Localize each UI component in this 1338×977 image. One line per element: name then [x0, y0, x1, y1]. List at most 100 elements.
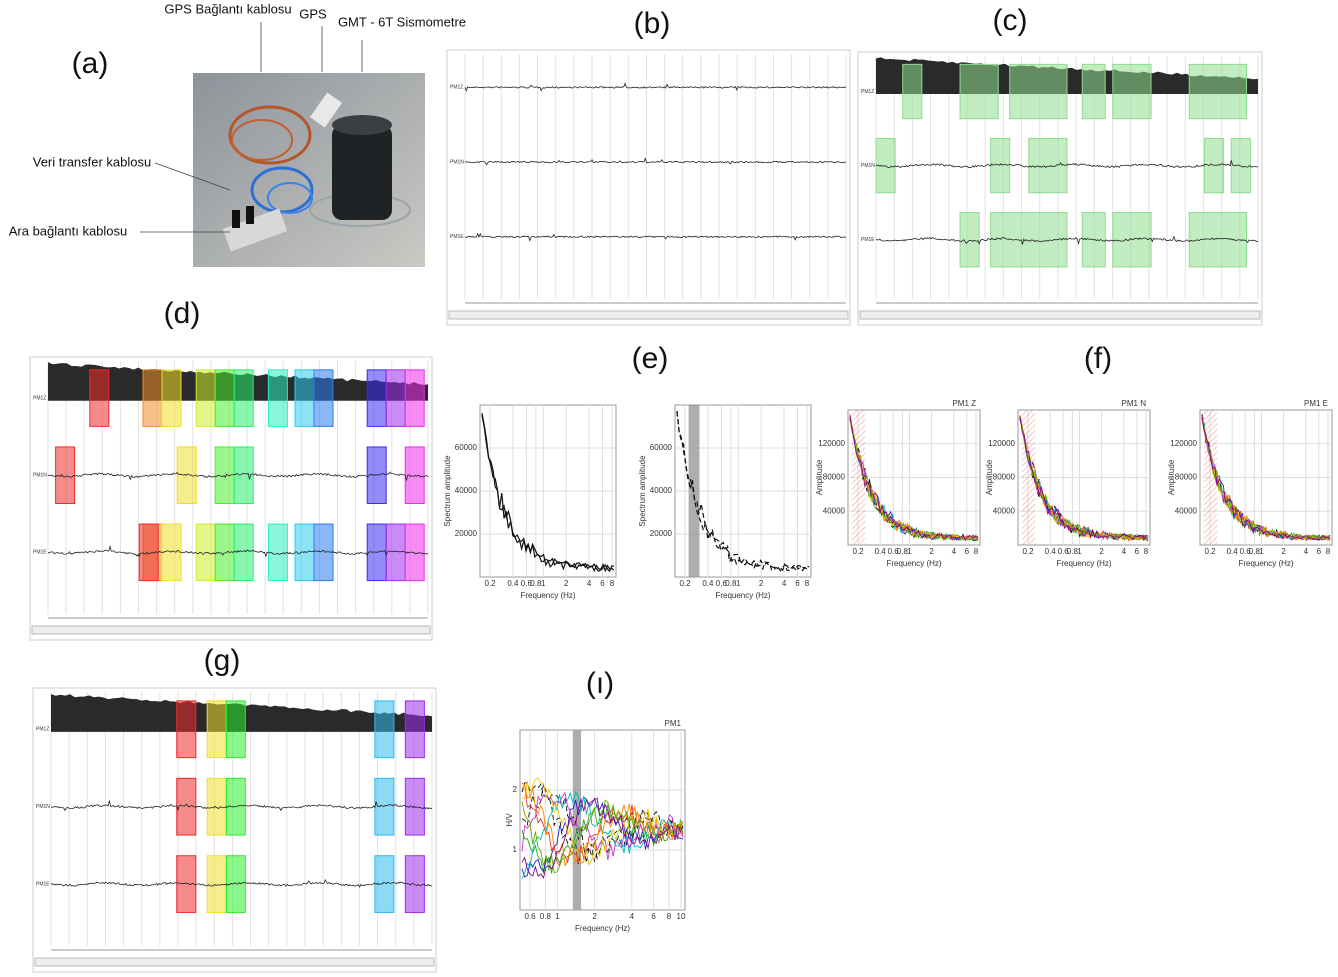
time-window [267, 369, 288, 427]
panel-label: (ı) [586, 667, 614, 700]
x-tick-label: 8 [1144, 547, 1149, 556]
spectrum-plot: 0.2 0.4 0.60.8 1 2 4 6 8 120000 80000 40000 Frequen… [815, 399, 981, 568]
time-window [225, 700, 246, 759]
x-tick-label: 6 [795, 579, 800, 588]
time-window [233, 369, 254, 427]
plot-title: PM1 N [1122, 399, 1147, 408]
time-window [385, 369, 406, 427]
x-tick-label: 2 [759, 579, 764, 588]
x-tick-label: 8 [1326, 547, 1331, 556]
excluded-band [572, 730, 582, 910]
time-window [176, 855, 197, 913]
y-tick-label: 40000 [455, 486, 478, 495]
y-tick-label: 80000 [993, 473, 1016, 482]
trace [464, 232, 847, 242]
x-tick-label: 8 [974, 547, 979, 556]
x-tick-label: 2 [564, 579, 569, 588]
time-window [313, 369, 334, 427]
channel-label: PM1Z [861, 89, 874, 95]
time-window [959, 63, 999, 120]
x-tick-label: 2 [592, 912, 597, 921]
scrollbar [34, 957, 435, 967]
spectrum-curve [1019, 416, 1149, 541]
x-tick-label: 0.6 [1240, 547, 1252, 556]
x-tick-label: 4 [1304, 547, 1309, 556]
trace [464, 157, 847, 166]
trace [47, 471, 429, 482]
photo [193, 73, 425, 267]
x-tick-label: 2 [1281, 547, 1286, 556]
x-tick-label: 8 [610, 579, 615, 588]
x-tick-label: 0.6 [521, 579, 533, 588]
x-tick-label: 0.8 [1249, 547, 1261, 556]
channel-label: PM1E [33, 550, 47, 556]
x-tick-label: 0.4 [1045, 547, 1057, 556]
time-window [1230, 137, 1251, 194]
x-axis-label: Frequency (Hz) [886, 559, 941, 568]
spectrum-plot: 0.2 0.4 0.60.8 1 2 4 6 8 60000 40000 20000 Frequenc… [443, 404, 617, 600]
spectrum-plot: 0.2 0.4 0.60.8 1 2 4 6 8 60000 40000 20000 Frequenc… [638, 404, 812, 600]
x-tick-label: 1 [736, 579, 741, 588]
channel-label: PM1N [36, 804, 50, 810]
time-window [366, 446, 387, 504]
x-tick-label: 10 [677, 912, 686, 921]
time-window [385, 523, 406, 582]
x-tick-label: 1 [541, 579, 546, 588]
y-tick-label: 60000 [650, 443, 673, 452]
y-tick-label: 120000 [1170, 439, 1197, 448]
spectrum-curve [521, 796, 684, 878]
trace [464, 82, 847, 92]
x-tick-label: 6 [965, 547, 970, 556]
time-window [1188, 63, 1248, 120]
y-tick-label: 120000 [818, 439, 845, 448]
y-axis-label: H/V [505, 813, 514, 827]
time-window [195, 369, 216, 427]
spectrum-curve [676, 411, 810, 572]
photo-pointers [140, 22, 363, 233]
spectrum-curve [521, 782, 684, 865]
x-tick-label: 4 [782, 579, 787, 588]
x-tick-label: 4 [952, 547, 957, 556]
time-window [902, 63, 923, 120]
spectrum-curve [849, 416, 979, 541]
x-axis-label: Frequency (Hz) [1056, 559, 1111, 568]
trace [50, 878, 433, 888]
y-tick-label: 40000 [1175, 506, 1198, 515]
time-window [1112, 63, 1152, 120]
x-tick-label: 0.2 [484, 579, 496, 588]
time-window [206, 700, 227, 759]
x-tick-label: 4 [630, 912, 635, 921]
spectrum-curve [481, 415, 615, 573]
time-window [233, 523, 254, 582]
record-panel: PM1Z PM1N PM1E [446, 49, 851, 326]
record-panel: PM1Z PM1N PM1E [29, 356, 433, 641]
y-axis-label: Spectrum amplitude [638, 455, 647, 527]
x-tick-label: 0.8 [1067, 547, 1079, 556]
y-tick-label: 20000 [455, 529, 478, 538]
x-tick-label: 4 [1122, 547, 1127, 556]
x-tick-label: 4 [587, 579, 592, 588]
time-window [404, 700, 425, 759]
channel-label: PM1N [861, 163, 875, 169]
x-tick-label: 8 [667, 912, 672, 921]
record-panel: PM1Z PM1N PM1E [857, 51, 1263, 326]
y-tick-label: 40000 [650, 486, 673, 495]
scrollbar [859, 310, 1261, 320]
panel-label: (d) [164, 297, 201, 330]
time-window [176, 700, 197, 759]
spectrum-curve [1201, 416, 1331, 542]
time-window [374, 700, 395, 759]
time-window [404, 446, 425, 504]
spectrum-curve [521, 797, 684, 879]
x-tick-label: 1 [1259, 547, 1264, 556]
x-tick-label: 2 [1099, 547, 1104, 556]
plot-title: PM1 Z [952, 399, 976, 408]
y-axis-label: Amplitude [985, 459, 994, 495]
x-tick-label: 0.4 [875, 547, 887, 556]
panel-label: (b) [634, 7, 671, 40]
photo-annotation: GPS [299, 6, 327, 21]
trace [47, 544, 429, 558]
x-axis-label: Frequency (Hz) [575, 924, 630, 933]
plot-title: PM1 [665, 719, 682, 728]
panel-label: (f) [1084, 342, 1112, 375]
